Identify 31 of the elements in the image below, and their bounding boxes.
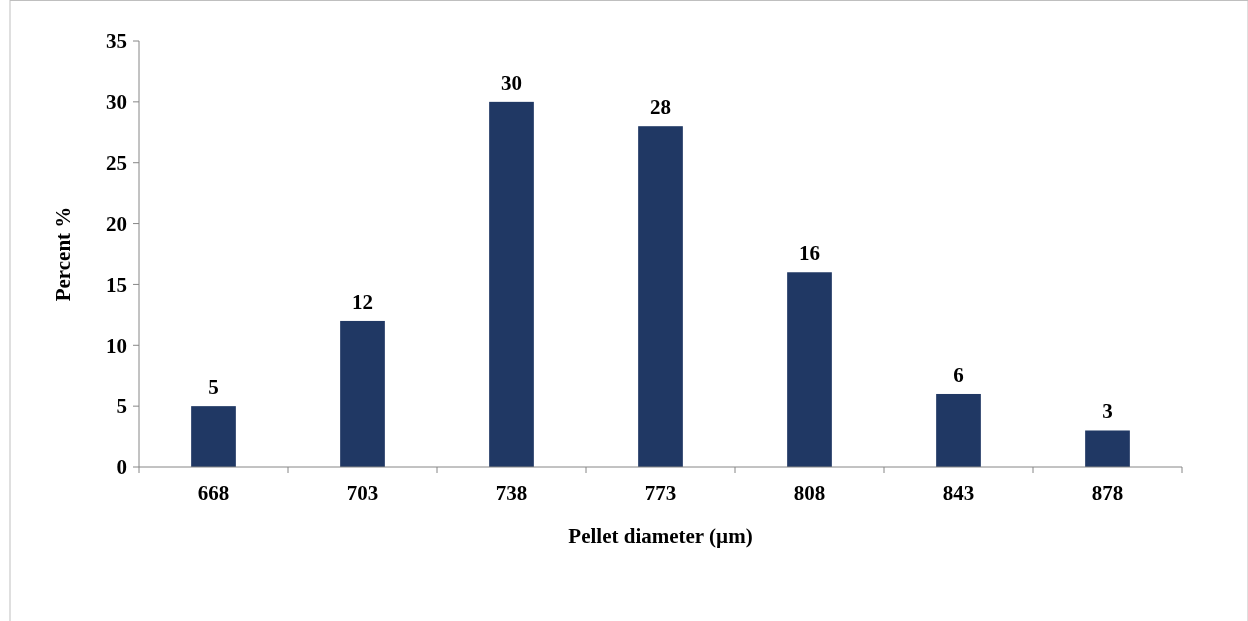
x-tick-label: 773 xyxy=(644,481,677,505)
x-tick-label: 703 xyxy=(346,481,379,505)
x-tick-label: 878 xyxy=(1091,481,1124,505)
data-label: 12 xyxy=(352,289,373,314)
x-tick-label: 668 xyxy=(197,481,230,505)
y-tick-label: 10 xyxy=(106,333,127,358)
x-tick-label: 843 xyxy=(942,481,975,505)
y-tick-label: 35 xyxy=(106,29,127,54)
y-tick-label: 20 xyxy=(106,211,127,236)
y-tick-label: 30 xyxy=(106,90,127,115)
data-label: 16 xyxy=(799,241,820,266)
x-tick-label: 738 xyxy=(495,481,528,505)
bar xyxy=(1085,430,1130,467)
data-label: 30 xyxy=(501,70,522,95)
bar xyxy=(638,126,683,467)
data-label: 6 xyxy=(953,362,964,387)
y-tick-label: 25 xyxy=(106,151,127,176)
bar xyxy=(936,393,981,467)
data-label: 28 xyxy=(650,95,671,120)
bar xyxy=(191,406,236,467)
y-tick-label: 15 xyxy=(106,272,127,297)
y-tick-label: 0 xyxy=(116,455,127,480)
bar xyxy=(489,101,534,467)
bar xyxy=(340,320,385,467)
x-axis-title: Pellet diameter (µm) xyxy=(568,524,753,548)
y-tick-label: 5 xyxy=(116,394,127,419)
data-label: 3 xyxy=(1102,399,1113,424)
data-label: 5 xyxy=(208,375,219,400)
y-axis-title: Percent % xyxy=(51,206,75,302)
x-tick-label: 808 xyxy=(793,481,826,505)
bar xyxy=(787,272,832,467)
